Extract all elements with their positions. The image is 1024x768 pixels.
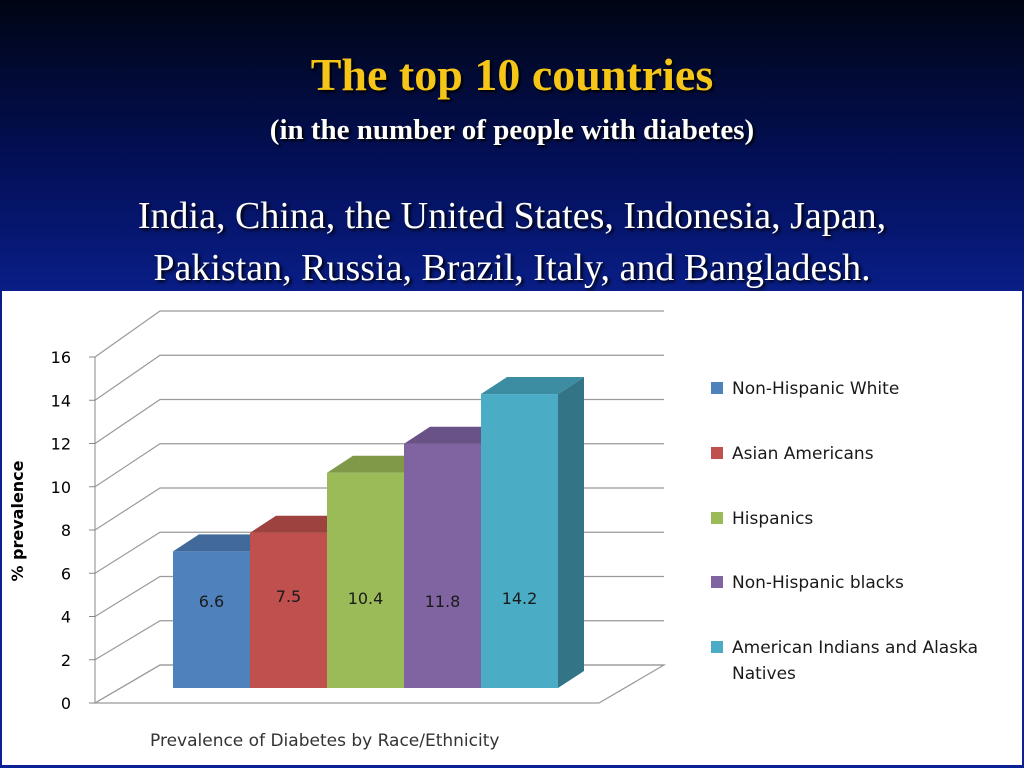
legend-swatch — [711, 447, 723, 459]
legend-item: Asian Americans — [711, 444, 874, 464]
legend-label: American Indians and Alaska Natives — [732, 638, 978, 684]
bar-front — [327, 472, 404, 688]
legend-swatch — [711, 641, 723, 653]
gridline — [94, 354, 664, 401]
y-tick-label: 12 — [51, 435, 71, 454]
slide-subtitle: (in the number of people with diabetes) — [269, 114, 755, 146]
data-label: 6.6 — [199, 592, 224, 611]
y-tick-label: 8 — [61, 521, 71, 540]
y-tick-label: 0 — [61, 694, 71, 713]
countries-line-2: Pakistan, Russia, Brazil, Italy, and Ban… — [153, 247, 871, 289]
chart-grid — [92, 310, 667, 704]
bar-top — [481, 377, 584, 395]
data-label: 11.8 — [425, 592, 461, 611]
chart-legend: Non-Hispanic White Asian Americans Hispani… — [711, 379, 978, 684]
y-tick-label: 4 — [61, 608, 71, 627]
chart-floor — [92, 664, 667, 704]
legend-label: Non-Hispanic blacks — [732, 573, 904, 593]
x-axis-title: Prevalence of Diabetes by Race/Ethnicity — [150, 731, 499, 751]
y-axis-ticks: 0 2 4 6 8 10 12 14 16 — [51, 348, 95, 713]
legend-item: Non-Hispanic White — [711, 379, 899, 399]
legend-swatch — [711, 512, 723, 524]
bar-front — [404, 443, 481, 688]
legend-item: Hispanics — [711, 509, 813, 529]
y-tick-label: 16 — [51, 348, 71, 367]
bar-front — [173, 551, 250, 688]
legend-item: Non-Hispanic blacks — [711, 573, 904, 593]
legend-label: Asian Americans — [732, 444, 874, 464]
bar-5 — [481, 377, 584, 688]
bar-side — [558, 377, 584, 688]
y-tick-label: 6 — [61, 564, 71, 583]
legend-item: American Indians and Alaska Natives — [711, 638, 978, 684]
slide-title: The top 10 countries — [310, 49, 714, 100]
bar-front — [481, 394, 558, 688]
data-label: 14.2 — [502, 589, 538, 608]
legend-swatch — [711, 576, 723, 588]
y-tick-label: 2 — [61, 651, 71, 670]
legend-swatch — [711, 382, 723, 394]
countries-line-1: India, China, the United States, Indones… — [137, 195, 887, 237]
data-label: 7.5 — [276, 587, 301, 606]
legend-label: Hispanics — [732, 509, 813, 529]
data-label: 10.4 — [348, 589, 384, 608]
y-axis-title: % prevalence — [8, 460, 27, 581]
diabetes-prevalence-chart: 0 2 4 6 8 10 12 14 16 6.6 7.5 10.4 11.8 14.2 Non-His… — [8, 310, 978, 751]
y-tick-label: 10 — [51, 478, 71, 497]
legend-label: Non-Hispanic White — [732, 379, 899, 399]
y-tick-label: 14 — [51, 391, 71, 410]
gridline — [94, 310, 664, 358]
chart-bars — [173, 377, 584, 688]
bar-front — [250, 532, 327, 688]
countries-text: India, China, the United States, Indones… — [40, 190, 984, 294]
data-labels: 6.6 7.5 10.4 11.8 14.2 — [199, 587, 538, 611]
chart-panel: 0 2 4 6 8 10 12 14 16 6.6 7.5 10.4 11.8 14.2 Non-His… — [2, 291, 1022, 765]
